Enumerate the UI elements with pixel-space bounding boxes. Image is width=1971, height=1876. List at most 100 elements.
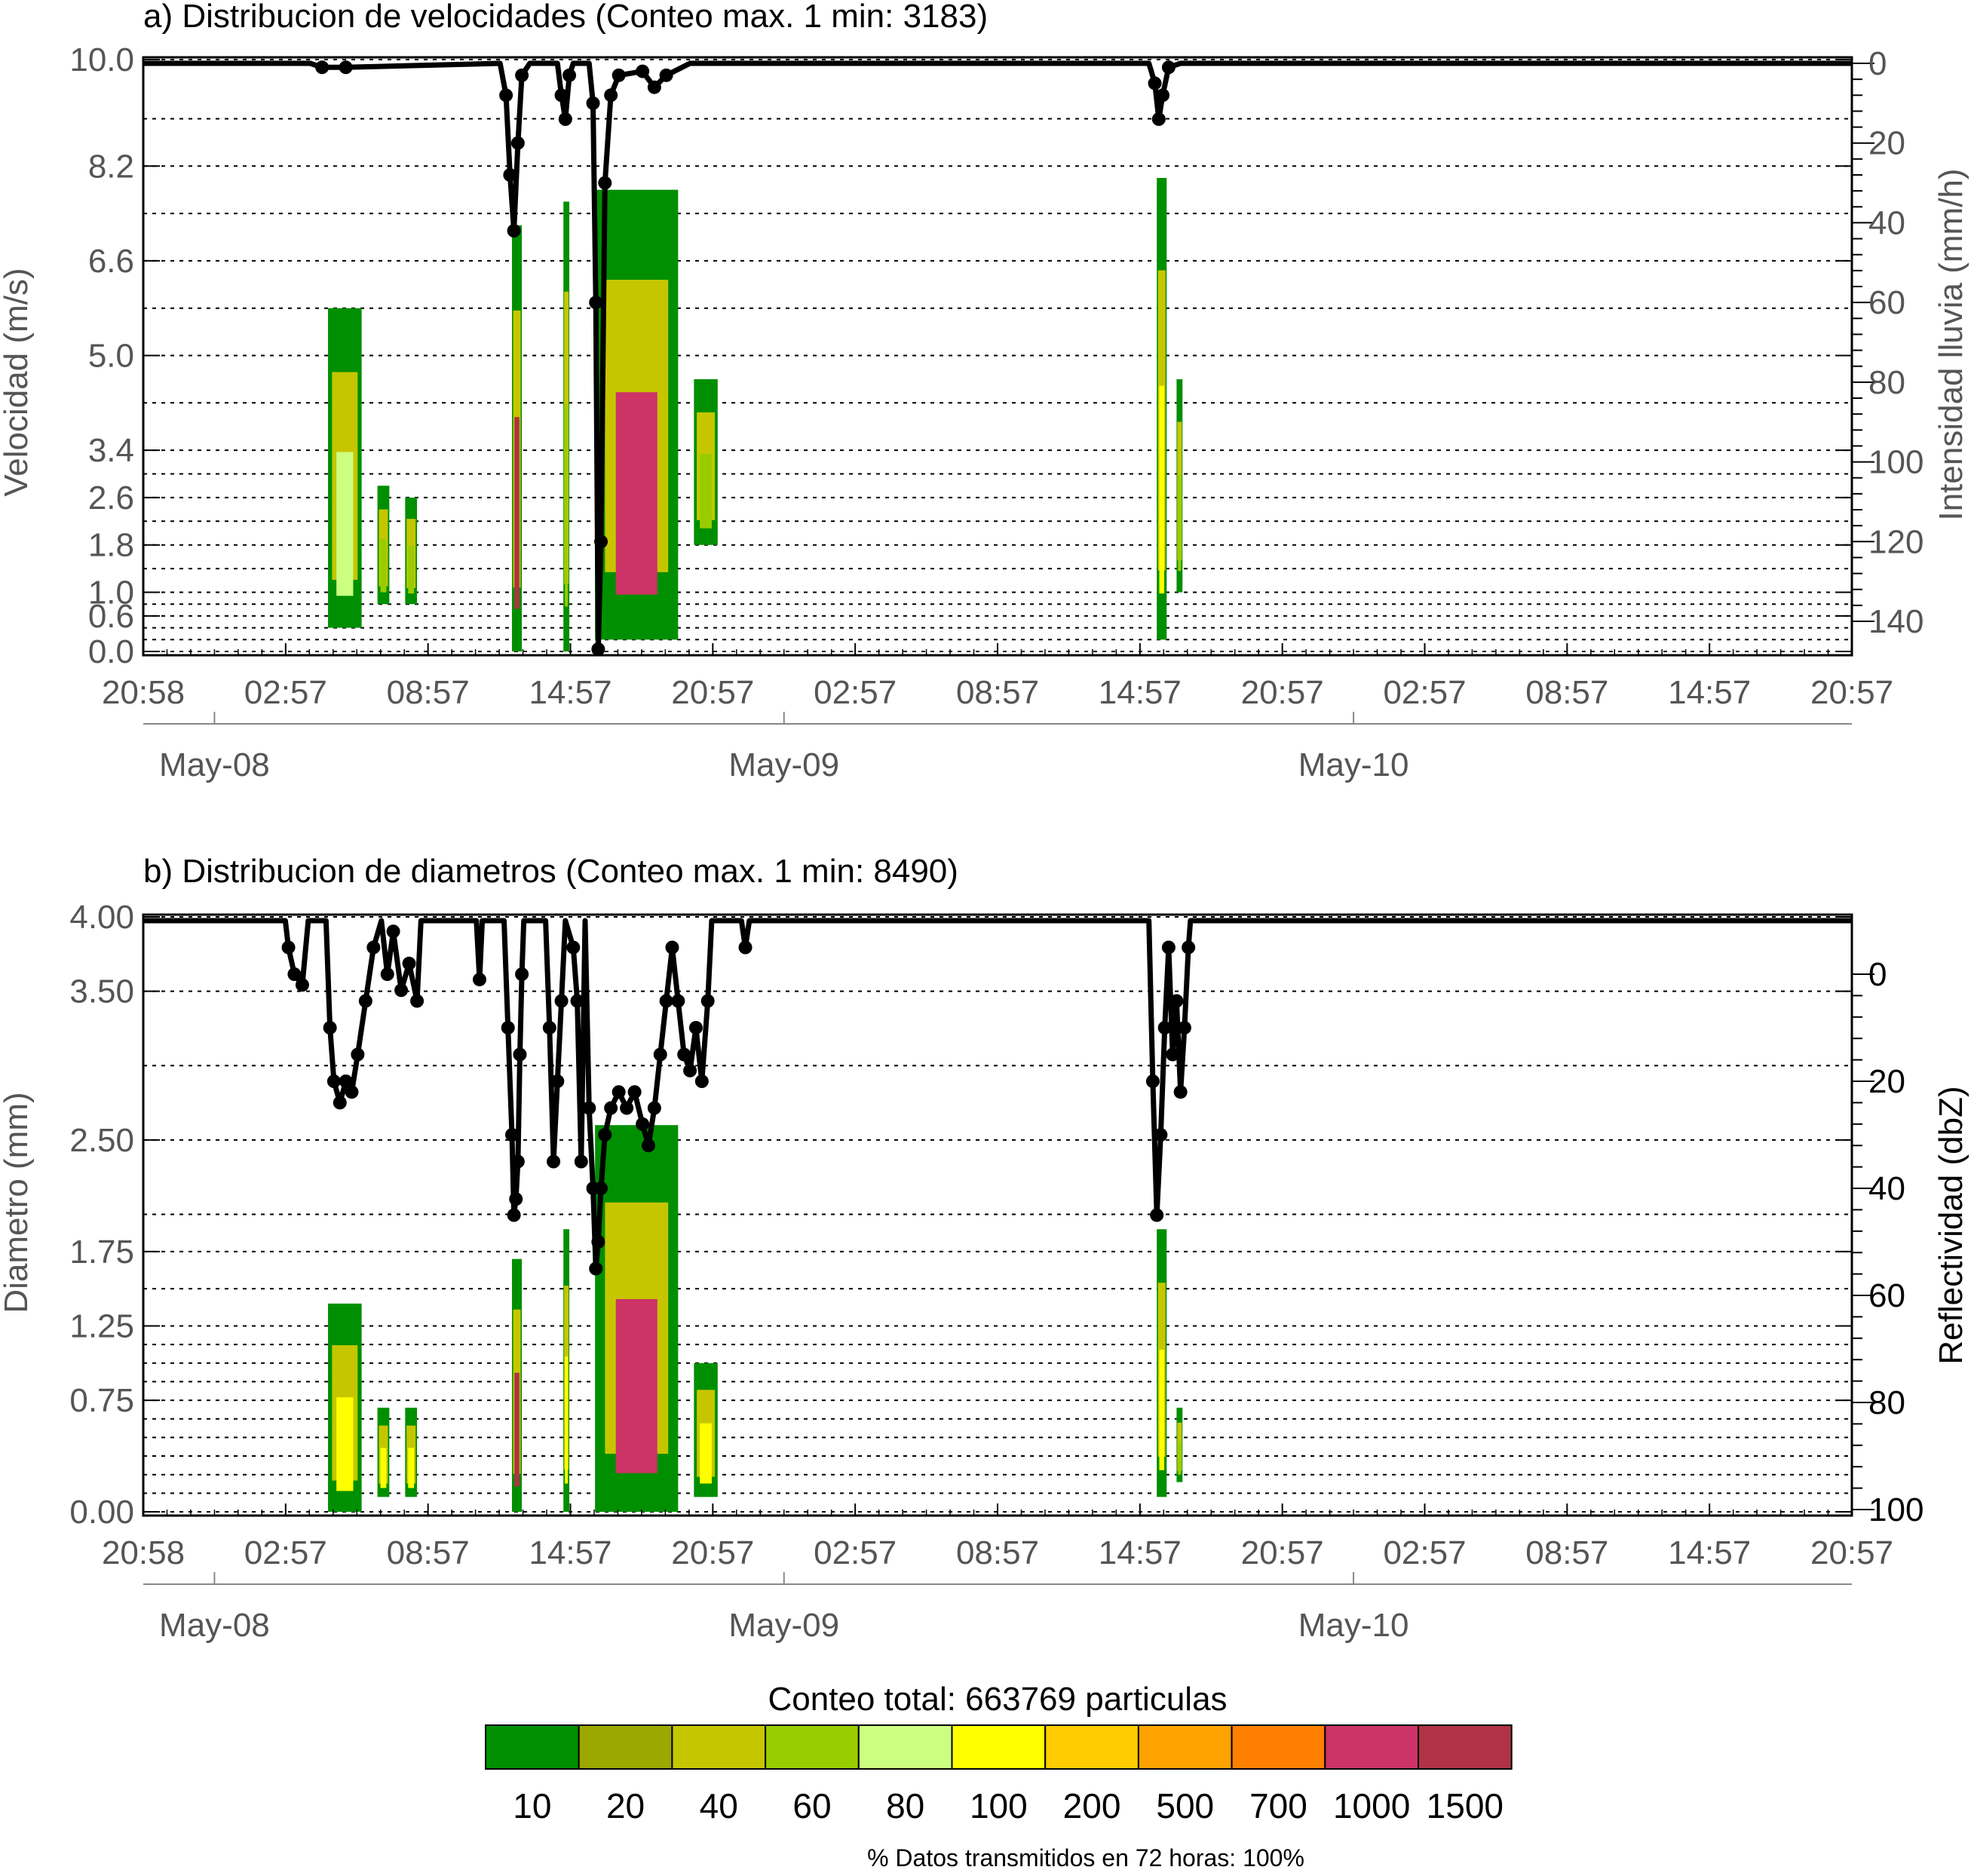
grid-lines-b <box>143 916 1852 1513</box>
heatmap-cell <box>1176 1407 1183 1482</box>
series-point <box>700 994 715 1008</box>
series-point <box>295 978 309 992</box>
series-point <box>683 1063 697 1077</box>
heatmap-cell <box>405 497 418 605</box>
series-point <box>598 176 612 190</box>
series-point <box>604 88 618 103</box>
series-point <box>582 1101 596 1115</box>
series-point <box>323 1021 337 1035</box>
x-tick-label: 08:57 <box>956 674 1039 711</box>
series-line <box>144 918 1852 1271</box>
series-point <box>1150 1208 1164 1222</box>
colorbar-swatch <box>857 1724 953 1770</box>
series-point <box>542 1021 556 1035</box>
heatmap-cell-core <box>336 1397 354 1491</box>
y2-tick-label: 20 <box>1868 125 1905 162</box>
series-point <box>339 1074 353 1088</box>
y-tick-label: 0.75 <box>69 1382 134 1419</box>
series-point <box>366 940 381 955</box>
heatmap-cell-core <box>1178 1441 1182 1475</box>
series-point <box>554 994 569 1008</box>
y-tick-label: 1.0 <box>88 575 134 612</box>
heatmap-cell <box>511 1258 523 1512</box>
y2-tick-label: 100 <box>1868 444 1923 481</box>
series-point <box>509 1192 523 1206</box>
colorbar-label: 20 <box>606 1786 645 1825</box>
series-point <box>620 1101 634 1115</box>
series-point <box>503 168 517 182</box>
series-point <box>394 983 409 998</box>
heatmap-cell <box>1157 178 1167 640</box>
series-point <box>604 1101 618 1115</box>
series-point <box>345 1085 359 1099</box>
y2-tick-label: 60 <box>1868 284 1905 321</box>
heatmap-cell-core <box>408 1448 415 1488</box>
y2-tick-label: 120 <box>1868 523 1923 560</box>
heatmap-cell-core <box>1178 475 1182 572</box>
series-point <box>380 967 394 981</box>
series-point <box>513 1047 527 1062</box>
colorbar-swatch <box>1137 1724 1233 1770</box>
heatmap-cell <box>1157 1229 1167 1497</box>
y-tick-label: 5.0 <box>88 338 134 375</box>
series-point <box>589 296 603 310</box>
reflectivity-series <box>144 918 1852 1276</box>
y2-tick-label: 0 <box>1868 45 1887 82</box>
heatmap-diameter <box>328 1125 1183 1512</box>
x-tick-label: 08:57 <box>956 1534 1039 1571</box>
series-point <box>515 967 529 981</box>
series-point <box>1173 1085 1188 1099</box>
colorbar-title: Conteo total: 663769 particulas <box>768 1681 1227 1718</box>
date-label: May-09 <box>728 1607 839 1644</box>
colorbar-label: 1500 <box>1427 1786 1504 1825</box>
y-tick-label: 1.25 <box>69 1307 134 1344</box>
heatmap-cell <box>377 486 390 605</box>
date-label: May-10 <box>1298 746 1409 783</box>
heatmap-cell-core <box>565 403 569 607</box>
date-label: May-10 <box>1298 1607 1409 1644</box>
x-tick-label: 02:57 <box>244 1534 327 1571</box>
heatmap-cell <box>328 1303 362 1512</box>
series-point <box>574 1154 588 1169</box>
y-tick-label: 0.6 <box>88 598 134 635</box>
heatmap-cell <box>694 1363 718 1497</box>
colorbar-label: 40 <box>700 1786 738 1825</box>
heatmap-cell <box>405 1407 418 1497</box>
colorbar-swatch <box>1231 1724 1326 1770</box>
series-point <box>694 1074 709 1088</box>
heatmap-cell <box>377 1407 390 1497</box>
series-point <box>647 80 661 94</box>
series-point <box>677 1047 691 1062</box>
heatmap-cell <box>328 308 362 628</box>
panel-velocity: a) Distribucion de velocidades (Conteo m… <box>0 0 1969 783</box>
series-point <box>612 68 626 82</box>
series-point <box>659 68 673 82</box>
series-point <box>281 940 296 955</box>
x-tick-label: 02:57 <box>1383 674 1466 711</box>
series-point <box>351 1047 365 1062</box>
y-tick-label: 2.50 <box>69 1122 134 1159</box>
heatmap-cell-core <box>700 453 712 529</box>
heatmap-cell-core <box>514 1372 520 1487</box>
y-tick-label: 10.0 <box>69 41 134 78</box>
date-label: May-08 <box>159 746 270 783</box>
heatmap-cell <box>1176 379 1183 593</box>
series-point <box>1148 76 1162 90</box>
series-point <box>598 1128 612 1142</box>
heatmap-cell-core <box>700 1423 712 1484</box>
colorbar-swatch <box>765 1724 860 1770</box>
y-tick-label: 1.75 <box>69 1234 134 1271</box>
series-point <box>688 1021 703 1035</box>
series-point <box>547 1154 561 1169</box>
x-tick-label: 02:57 <box>814 1534 897 1571</box>
colorbar-legend: Conteo total: 663769 particulas 10 20 40 60… <box>485 1681 1513 1871</box>
x-tick-label: 08:57 <box>1525 1534 1608 1571</box>
x-tick-label: 08:57 <box>387 674 470 711</box>
x-tick-label: 08:57 <box>1525 674 1608 711</box>
rain-intensity-series <box>144 60 1852 656</box>
series-point <box>1157 1021 1172 1035</box>
colorbar-swatch <box>951 1724 1047 1770</box>
heatmap-cell-core <box>408 545 415 594</box>
series-point <box>653 1047 667 1062</box>
x-tick-label: 14:57 <box>529 1534 612 1571</box>
